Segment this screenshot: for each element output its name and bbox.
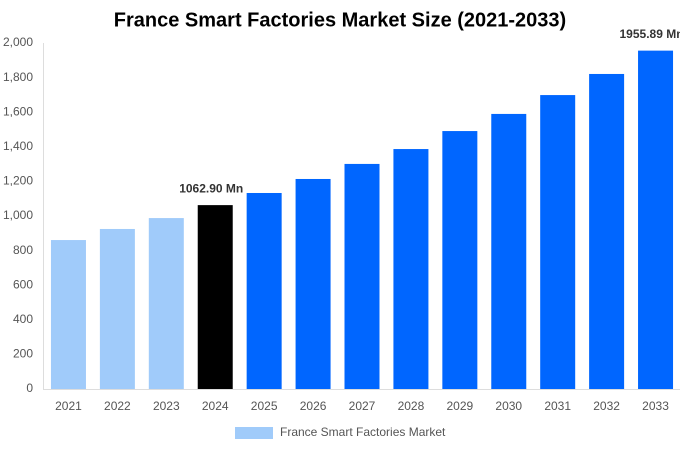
bar xyxy=(295,178,331,389)
y-tick-label: 600 xyxy=(13,277,33,291)
x-tick-label: 2033 xyxy=(642,399,669,413)
bar xyxy=(99,228,135,389)
x-tick-label: 2026 xyxy=(300,399,327,413)
y-tick-label: 800 xyxy=(13,243,33,257)
bar xyxy=(246,192,282,389)
x-tick-label: 2032 xyxy=(593,399,620,413)
legend-label: France Smart Factories Market xyxy=(280,425,446,439)
y-tick-label: 2,000 xyxy=(3,35,33,49)
bar xyxy=(491,113,527,390)
x-tick-label: 2022 xyxy=(104,399,131,413)
x-tick-label: 2021 xyxy=(55,399,82,413)
y-tick-label: 1,800 xyxy=(3,70,33,84)
x-tick-label: 2027 xyxy=(349,399,376,413)
x-tick-label: 2031 xyxy=(544,399,571,413)
bar xyxy=(393,149,429,389)
bar xyxy=(442,131,478,389)
x-tick-label: 2028 xyxy=(398,399,425,413)
x-tick-label: 2023 xyxy=(153,399,180,413)
bar xyxy=(50,240,86,389)
bar xyxy=(589,73,625,389)
x-tick-label: 2029 xyxy=(446,399,473,413)
bar xyxy=(638,50,674,389)
y-tick-label: 400 xyxy=(13,312,33,326)
x-tick-label: 2025 xyxy=(251,399,278,413)
y-tick-label: 1,600 xyxy=(3,104,33,118)
x-tick-label: 2030 xyxy=(495,399,522,413)
value-label: 1955.89 Mn xyxy=(620,27,680,41)
bar xyxy=(148,218,184,389)
y-tick-label: 0 xyxy=(26,381,33,395)
legend-swatch xyxy=(235,427,273,439)
y-tick-label: 1,200 xyxy=(3,174,33,188)
y-tick-label: 200 xyxy=(13,347,33,361)
bar xyxy=(344,163,380,389)
x-tick-label: 2024 xyxy=(202,399,229,413)
chart-title: France Smart Factories Market Size (2021… xyxy=(114,9,566,31)
y-tick-label: 1,400 xyxy=(3,139,33,153)
bar xyxy=(540,95,576,389)
y-tick-label: 1,000 xyxy=(3,208,33,222)
bar xyxy=(197,205,233,389)
value-label: 1062.90 Mn xyxy=(179,181,243,195)
